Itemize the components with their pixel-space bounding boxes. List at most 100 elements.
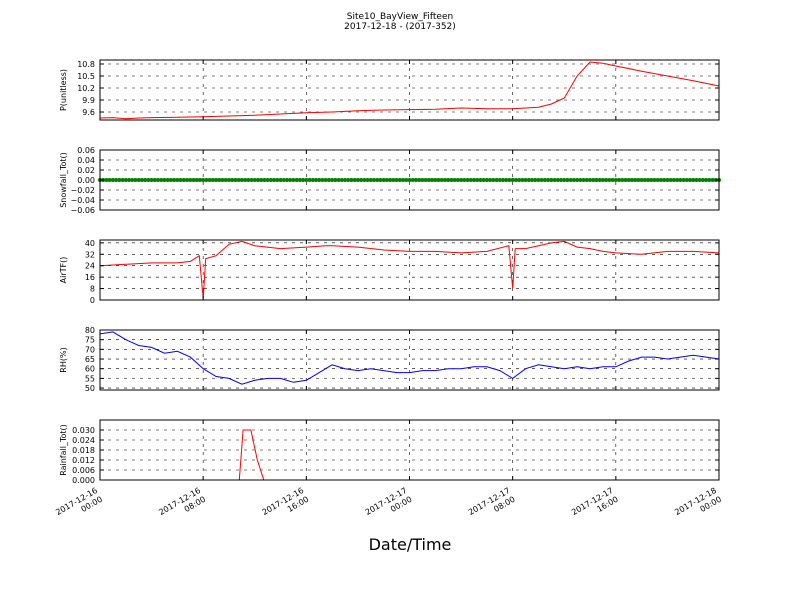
snowfall-point <box>330 178 335 182</box>
y-tick-label-p: 10.2 <box>77 84 95 93</box>
snowfall-point <box>662 178 667 182</box>
y-axis-label-rainfall: Rainfall_Tot() <box>59 424 68 476</box>
y-tick-label-rainfall: 0.030 <box>72 426 95 435</box>
y-tick-label-airtf: 16 <box>85 273 95 282</box>
snowfall-point <box>417 178 422 182</box>
snowfall-point <box>191 178 196 182</box>
snowfall-point <box>410 178 415 182</box>
snowfall-point <box>162 178 167 182</box>
snowfall-point <box>152 178 157 182</box>
snowfall-point <box>604 178 609 182</box>
snowfall-point <box>704 178 709 182</box>
snowfall-point <box>117 178 122 182</box>
y-tick-label-airtf: 32 <box>85 250 95 259</box>
snowfall-point <box>407 178 412 182</box>
snowfall-point <box>156 178 161 182</box>
snowfall-point <box>217 178 222 182</box>
y-tick-label-rainfall: 0.012 <box>72 456 95 465</box>
snowfall-point <box>197 178 202 182</box>
y-axis-label-rh: RH(%) <box>59 347 68 372</box>
y-tick-label-snowfall: 0.00 <box>77 176 95 185</box>
x-tick-label: 2017-12-1708:00 <box>467 486 517 526</box>
y-axis-label-snowfall: Snowfall_Tot() <box>59 152 68 208</box>
y-tick-label-airtf: 8 <box>90 285 95 294</box>
snowfall-point <box>413 178 418 182</box>
snowfall-point <box>262 178 267 182</box>
y-tick-label-snowfall: 0.04 <box>77 156 95 165</box>
snowfall-point <box>507 178 512 182</box>
snowfall-point <box>368 178 373 182</box>
snowfall-point <box>301 178 306 182</box>
y-tick-label-rainfall: 0.018 <box>72 446 95 455</box>
snowfall-point <box>578 178 583 182</box>
x-tick-label: 2017-12-1600:00 <box>54 486 104 526</box>
panel-airtf: 0 8 16 24 32 40 AirTF() <box>59 239 720 305</box>
snowfall-point <box>584 178 589 182</box>
y-tick-label-snowfall: −0.04 <box>70 196 95 205</box>
chart-subtitle: 2017-12-18 - (2017-352) <box>344 22 456 32</box>
y-tick-label-snowfall: −0.06 <box>70 206 95 215</box>
snowfall-point <box>597 178 602 182</box>
snowfall-point <box>359 178 364 182</box>
snowfall-point <box>526 178 531 182</box>
snowfall-point <box>294 178 299 182</box>
panels: 9.6 9.9 10.2 10.5 10.8 P(unitless) −0.06−0.04−… <box>54 59 723 526</box>
snowfall-point <box>346 178 351 182</box>
snowfall-point <box>446 178 451 182</box>
snowfall-point <box>536 178 541 182</box>
snowfall-point <box>504 178 509 182</box>
snowfall-point <box>185 178 190 182</box>
snowfall-point <box>646 178 651 182</box>
snowfall-point <box>210 178 215 182</box>
snowfall-point <box>120 178 125 182</box>
snowfall-point <box>581 178 586 182</box>
snowfall-point <box>268 178 273 182</box>
snowfall-point <box>259 178 264 182</box>
snowfall-point <box>149 178 154 182</box>
snowfall-point <box>691 178 696 182</box>
snowfall-point <box>204 178 209 182</box>
snowfall-point <box>384 178 389 182</box>
y-tick-label-rh: 75 <box>85 336 95 345</box>
snowfall-point <box>365 178 370 182</box>
snowfall-point <box>665 178 670 182</box>
snowfall-point <box>168 178 173 182</box>
y-tick-label-p: 10.5 <box>77 72 95 81</box>
snowfall-point <box>697 178 702 182</box>
y-tick-label-p: 9.9 <box>82 96 95 105</box>
y-tick-label-snowfall: 0.02 <box>77 166 95 175</box>
snowfall-point <box>484 178 489 182</box>
y-tick-label-snowfall: −0.02 <box>70 186 95 195</box>
snowfall-point <box>626 178 631 182</box>
y-tick-label-rh: 60 <box>85 365 95 374</box>
snowfall-point <box>304 178 309 182</box>
snowfall-point <box>497 178 502 182</box>
snowfall-point <box>362 178 367 182</box>
y-tick-label-airtf: 24 <box>85 262 95 271</box>
snowfall-point <box>478 178 483 182</box>
snowfall-point <box>107 178 112 182</box>
snowfall-point <box>291 178 296 182</box>
y-tick-label-rainfall: 0.000 <box>72 476 95 485</box>
snowfall-point <box>700 178 705 182</box>
snowfall-point <box>694 178 699 182</box>
snowfall-point <box>671 178 676 182</box>
y-tick-label-rh: 50 <box>85 384 95 393</box>
snowfall-point <box>220 178 225 182</box>
snowfall-point <box>378 178 383 182</box>
snowfall-point <box>284 178 289 182</box>
snowfall-point <box>565 178 570 182</box>
series-line-airtf <box>99 240 720 299</box>
snowfall-point <box>230 178 235 182</box>
snowfall-point <box>426 178 431 182</box>
y-tick-label-rh: 55 <box>85 374 95 383</box>
snowfall-point <box>397 178 402 182</box>
y-tick-label-rh: 80 <box>85 326 95 335</box>
snowfall-point <box>146 178 151 182</box>
snowfall-point <box>613 178 618 182</box>
snowfall-point <box>314 178 319 182</box>
snowfall-point <box>201 178 206 182</box>
snowfall-point <box>520 178 525 182</box>
panel-snowfall: −0.06−0.04−0.020.000.020.040.06 Snowfall_… <box>59 146 721 215</box>
